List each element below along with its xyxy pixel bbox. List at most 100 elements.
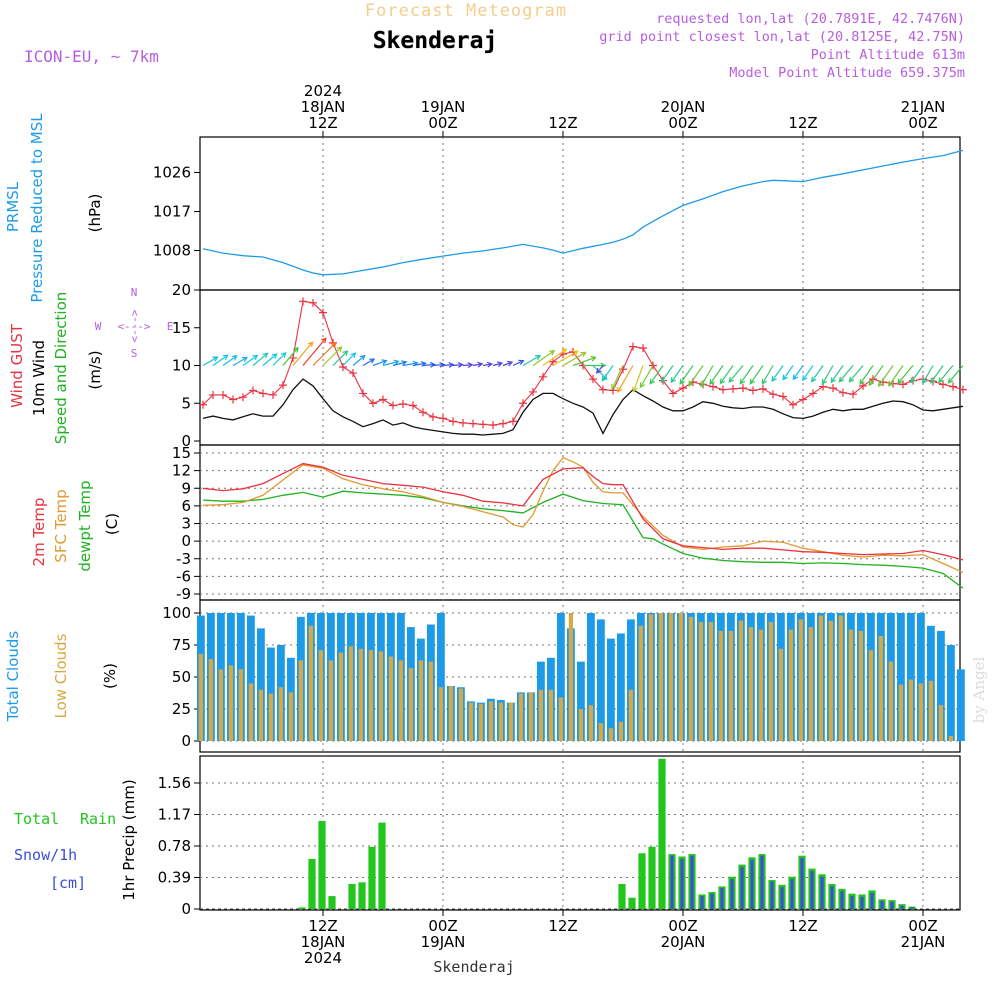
low-cloud-bar bbox=[208, 659, 213, 741]
wind-direction-arrow bbox=[810, 365, 824, 383]
rain-bar bbox=[378, 822, 386, 909]
low-cloud-bar bbox=[478, 703, 483, 741]
wind-gust-marker bbox=[489, 421, 497, 430]
low-cloud-bar bbox=[528, 692, 533, 741]
wind-direction-arrow bbox=[617, 365, 634, 393]
snow-bar bbox=[810, 871, 814, 909]
wind-gust-marker bbox=[349, 369, 357, 378]
total-cloud-bar bbox=[577, 661, 585, 741]
low-cloud-bar bbox=[818, 615, 823, 741]
wind-direction-arrow bbox=[877, 365, 894, 388]
y-tick-label: 0 bbox=[181, 900, 191, 918]
precip-label-cm: [cm] bbox=[50, 874, 86, 892]
wind-gust-marker bbox=[599, 385, 607, 394]
wind-direction-arrow bbox=[660, 365, 674, 384]
panel-frame-pressure bbox=[199, 136, 961, 291]
low-cloud-bar bbox=[938, 705, 943, 741]
low-cloud-bar bbox=[448, 685, 453, 741]
compass-east-west-arrow: <---> bbox=[117, 320, 150, 333]
low-cloud-bar bbox=[408, 668, 413, 741]
wind-gust-marker bbox=[299, 297, 307, 306]
precip-unit: 1hr Precip (mm) bbox=[120, 779, 138, 900]
top-time-label: 12Z bbox=[788, 114, 817, 132]
total-cloud-bar bbox=[607, 638, 615, 741]
total-cloud-bar bbox=[437, 613, 445, 741]
pressure-line bbox=[202, 149, 964, 276]
low-cloud-bar bbox=[838, 615, 843, 741]
wind-direction-arrow bbox=[522, 355, 542, 367]
wind-direction-arrow bbox=[728, 365, 744, 383]
top-time-label: 20JAN bbox=[661, 98, 706, 116]
wind-gust-marker bbox=[309, 298, 317, 307]
wind-gust-marker bbox=[499, 419, 507, 428]
wind-direction-arrow bbox=[312, 341, 337, 366]
wind-direction-arrow bbox=[922, 365, 934, 385]
wind-direction-arrow bbox=[749, 365, 764, 385]
snow-bar bbox=[720, 888, 724, 909]
temp-label-sfc: SFC Temp bbox=[52, 489, 70, 562]
y-tick-label: 12 bbox=[172, 462, 191, 480]
wind-gust-marker bbox=[249, 386, 257, 395]
wind-direction-arrow bbox=[596, 365, 604, 374]
snow-bar bbox=[760, 855, 764, 909]
wind-gust-marker bbox=[539, 372, 547, 381]
wind-gust-marker bbox=[639, 344, 647, 353]
low-cloud-bar bbox=[418, 660, 423, 741]
rain-bar bbox=[628, 897, 636, 909]
total-cloud-bar bbox=[917, 613, 925, 741]
snow-bar bbox=[800, 858, 804, 909]
low-cloud-bar bbox=[308, 625, 313, 741]
wind-gust-marker bbox=[799, 395, 807, 404]
snow-bar bbox=[740, 867, 744, 909]
wind-direction-arrow bbox=[830, 365, 844, 384]
wind-gust-marker bbox=[279, 381, 287, 390]
wind-direction-arrow bbox=[302, 337, 327, 366]
low-cloud-bar bbox=[498, 702, 503, 741]
wind-gust-marker bbox=[389, 401, 397, 410]
wind-gust-marker bbox=[829, 384, 837, 393]
wind-direction-arrow bbox=[888, 365, 904, 387]
wind-gust-marker bbox=[629, 342, 637, 351]
y-tick-label: 50 bbox=[172, 668, 191, 686]
pressure-unit: (hPa) bbox=[86, 194, 104, 233]
wind-gust-marker bbox=[399, 400, 407, 409]
low-cloud-bar bbox=[678, 613, 683, 741]
wind-direction-arrow bbox=[452, 362, 464, 368]
wind-gust-marker bbox=[749, 386, 757, 395]
wind-gust-marker bbox=[669, 389, 677, 398]
wind-direction-arrow bbox=[868, 365, 884, 387]
wind-direction-arrow bbox=[897, 365, 914, 385]
y-tick-label: 1.17 bbox=[158, 806, 191, 824]
low-cloud-bar bbox=[908, 679, 913, 741]
clouds-label-total: Total Clouds bbox=[4, 631, 22, 723]
y-tick-label: 20 bbox=[172, 281, 191, 299]
wind-direction-arrow bbox=[930, 365, 944, 384]
point-altitude: Point Altitude 613m bbox=[811, 47, 965, 63]
snow-bar bbox=[910, 907, 914, 909]
low-cloud-bar bbox=[748, 627, 753, 741]
low-cloud-bar bbox=[768, 621, 773, 741]
low-cloud-bar bbox=[348, 646, 353, 741]
total-cloud-bar bbox=[907, 613, 915, 741]
snow-bar bbox=[790, 879, 794, 909]
low-cloud-bar bbox=[548, 689, 553, 741]
low-cloud-bar bbox=[328, 660, 333, 741]
y-tick-label: 0.39 bbox=[158, 869, 191, 887]
compass-east-label: E bbox=[167, 320, 174, 333]
wind-gust-marker bbox=[439, 414, 447, 423]
wind-direction-arrow bbox=[670, 365, 684, 384]
wind-gust-marker bbox=[679, 384, 687, 393]
snow-bar bbox=[770, 881, 774, 909]
wind-direction-arrow bbox=[242, 354, 259, 366]
wind-direction-arrow bbox=[362, 358, 376, 367]
wind-gust-marker bbox=[899, 380, 907, 389]
wind-direction-arrow bbox=[212, 354, 229, 366]
low-cloud-bar bbox=[258, 689, 263, 741]
wind-direction-arrow bbox=[442, 362, 455, 368]
low-cloud-bar bbox=[928, 680, 933, 741]
total-cloud-bar bbox=[587, 613, 595, 741]
y-tick-label: 10 bbox=[172, 357, 191, 375]
wind-direction-arrow bbox=[601, 365, 614, 382]
wind-gust-marker bbox=[809, 389, 817, 398]
